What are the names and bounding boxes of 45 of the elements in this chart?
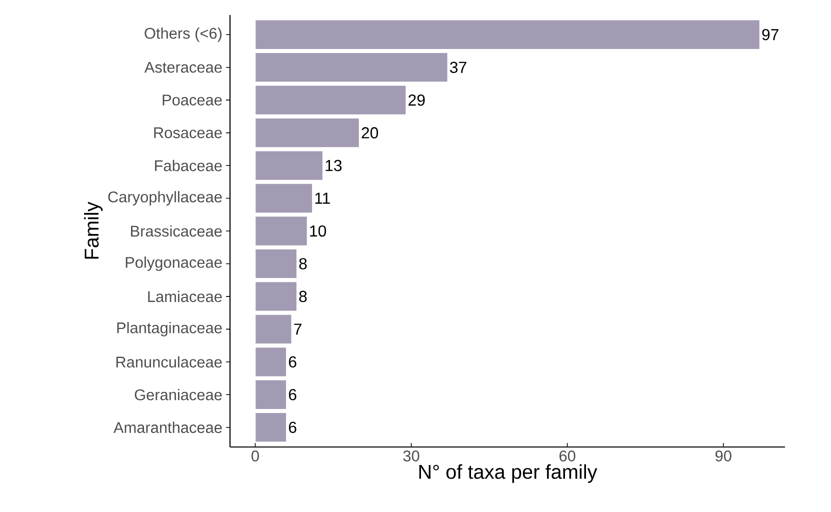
x-tick-label: 90 [716,450,732,462]
data-label: 6 [288,356,296,368]
y-tick-label: Caryophyllaceae [108,191,222,206]
data-label: 13 [326,160,342,172]
y-tick-label: Plantaginaceae [117,322,222,336]
bar [254,412,287,442]
bar [254,281,298,312]
x-axis-title: N° of taxa per family [419,464,598,483]
y-tick-label: Poaceae [162,94,222,106]
data-label: 37 [450,62,466,73]
x-tick-label: 60 [560,450,576,462]
bar [254,150,324,181]
data-label: 10 [310,225,326,237]
y-tick-label: Rosaceae [154,127,222,138]
data-label: 8 [299,258,307,270]
data-label: 8 [299,290,307,302]
bar [254,183,313,214]
bar [254,346,287,378]
data-label: 6 [288,388,296,400]
y-tick-label: Fabaceae [155,160,222,172]
y-tick-label: Ranunculaceae [116,356,222,368]
data-label: 7 [294,324,302,335]
y-tick-label: Others (<6) [144,27,222,42]
bar [254,380,287,410]
y-tick-label: Polygonaceae [126,256,222,271]
y-tick-label: Amaranthaceae [113,422,222,434]
bar [254,118,360,148]
bar [254,248,298,279]
x-tick-label: 30 [403,450,420,462]
x-tick-label: 0 [252,450,259,462]
bar [254,20,760,50]
bar [254,314,292,344]
data-label: 11 [315,192,330,204]
data-label: 97 [762,28,778,40]
y-axis-title: Family [84,202,103,259]
y-tick-label: Geraniaceae [134,388,222,400]
y-tick-label: Brassicaceae [131,225,222,237]
bar [254,84,406,116]
bar [254,52,448,82]
bar [254,216,308,246]
y-tick-label: Asteraceae [144,62,222,73]
data-label: 29 [408,94,425,106]
data-label: 6 [288,422,296,433]
y-tick-label: Lamiaceae [148,290,222,302]
data-label: 20 [362,127,378,138]
